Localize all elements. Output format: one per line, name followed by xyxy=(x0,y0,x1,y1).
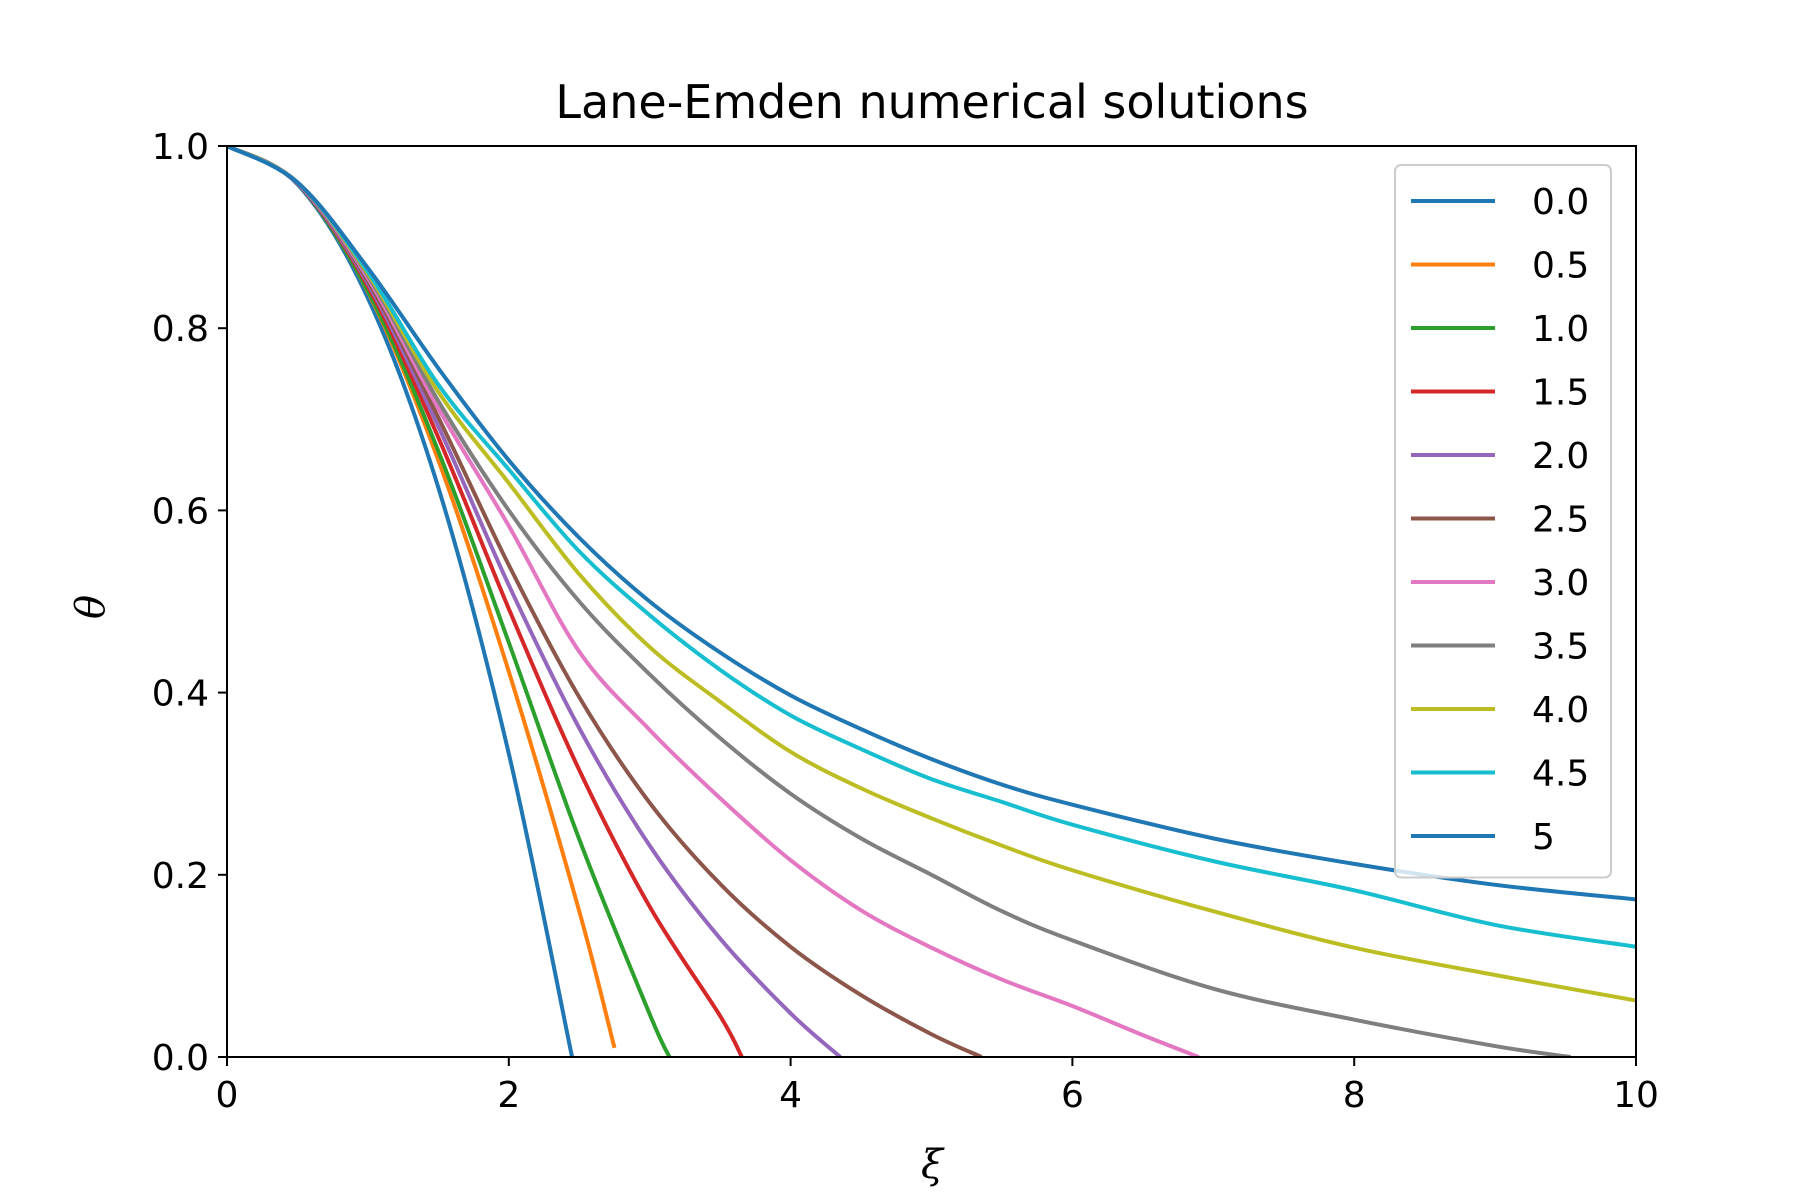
x-tick-label: 6 xyxy=(1061,1075,1084,1116)
y-tick-label: 0.8 xyxy=(152,309,209,350)
legend-label: 3.0 xyxy=(1532,563,1589,604)
legend-box xyxy=(1394,164,1612,879)
x-tick-label: 4 xyxy=(779,1075,802,1116)
legend-label: 4.0 xyxy=(1532,690,1589,731)
x-axis-label: ξ xyxy=(921,1142,945,1188)
series-line-10 xyxy=(227,146,1636,902)
legend-label: 3.5 xyxy=(1532,627,1589,668)
x-tick-label: 2 xyxy=(497,1075,520,1116)
series-line-3 xyxy=(227,146,744,1057)
legend-label: 2.5 xyxy=(1532,500,1589,541)
x-axis: 0 2 4 6 8 10 xyxy=(216,1057,1659,1116)
series-line-1 xyxy=(227,146,617,1049)
series-lines xyxy=(227,146,1636,1057)
y-tick-label: 0.6 xyxy=(152,491,209,532)
x-tick-label: 0 xyxy=(216,1075,239,1116)
y-tick-label: 0.4 xyxy=(152,674,209,715)
x-tick-label: 10 xyxy=(1613,1075,1659,1116)
plot-frame xyxy=(226,145,1637,1058)
legend-label: 1.0 xyxy=(1532,309,1589,350)
legend: 0.0 0.5 1.0 1.5 2.0 2.5 3.0 3.5 4.0 4.5 5 xyxy=(1394,164,1612,879)
y-axis-label: θ xyxy=(68,595,114,619)
legend-label: 0.5 xyxy=(1532,246,1589,287)
legend-label: 2.0 xyxy=(1532,436,1589,477)
legend-label: 5 xyxy=(1532,817,1555,858)
series-line-0 xyxy=(227,146,575,1057)
chart-title: Lane-Emden numerical solutions xyxy=(555,75,1308,129)
y-tick-label: 0.0 xyxy=(152,1038,209,1079)
y-tick-label: 1.0 xyxy=(152,127,209,168)
series-line-7 xyxy=(227,146,1571,1057)
x-tick-label: 8 xyxy=(1343,1075,1366,1116)
y-tick-label: 0.2 xyxy=(152,856,209,897)
series-line-8 xyxy=(227,146,1636,1003)
series-line-9 xyxy=(227,146,1636,949)
plot-area xyxy=(226,145,1637,1058)
series-line-4 xyxy=(227,146,842,1057)
legend-label: 0.0 xyxy=(1532,182,1589,223)
legend-label: 4.5 xyxy=(1532,754,1589,795)
legend-label: 1.5 xyxy=(1532,373,1589,414)
y-axis: 0.0 0.2 0.4 0.6 0.8 1.0 xyxy=(152,127,227,1079)
